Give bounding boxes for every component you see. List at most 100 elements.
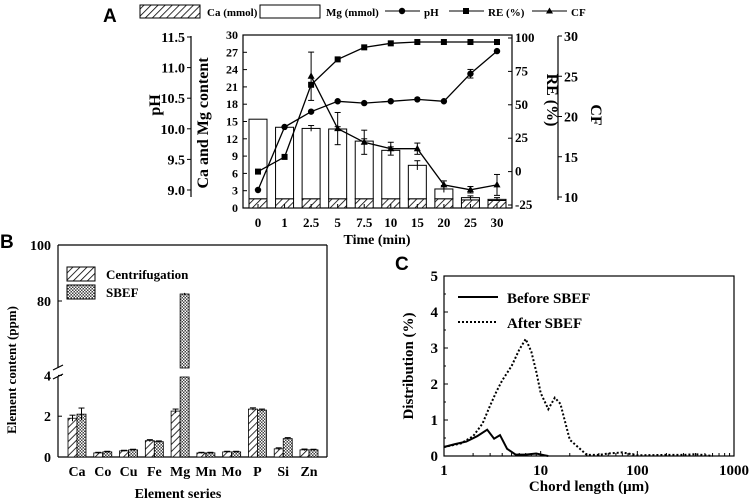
line-ph	[257, 50, 498, 191]
y-tick-label-c: 1	[431, 413, 439, 429]
x-tick-label-b: Co	[94, 465, 111, 480]
bar-mg	[275, 126, 295, 200]
cf-tick-label: 30	[564, 30, 578, 45]
x-tick-label-a: 20	[437, 215, 450, 230]
x-tick-label-b: Mg	[170, 465, 190, 480]
x-tick-label-b: Mn	[195, 465, 216, 480]
content-tick-label: 6	[232, 166, 238, 180]
bar-sbef	[257, 409, 267, 458]
re-tick-label: 75	[515, 63, 529, 78]
point-ph	[307, 108, 315, 115]
x-axis-a: 0 1 2.5 5 7.5 10 15 20 25 30	[255, 204, 504, 230]
x-axis-label-b: Element series	[135, 487, 222, 502]
y-axis-content: 0 3 6 9 12 15 18 21 24 27 30	[226, 28, 247, 215]
panel-a-letter: A	[103, 6, 117, 27]
ph-tick-label: 10.0	[161, 123, 186, 138]
bar-centrifugation	[248, 408, 258, 458]
x-tick-label-b: Mo	[222, 465, 242, 480]
legend-sbef-label: SBEF	[106, 285, 139, 300]
bar-sbef	[179, 376, 190, 458]
legend-cf-marker	[546, 7, 553, 14]
legend-ph-marker	[398, 7, 406, 15]
y-tick-label-c: 3	[431, 341, 439, 357]
x-tick-label-a: 7.5	[356, 215, 373, 230]
x-tick-label-c: 100	[626, 463, 649, 479]
bar-sbef	[282, 438, 293, 458]
content-tick-label: 27	[226, 45, 238, 59]
x-tick-label-a: 1	[281, 215, 288, 230]
line-re	[257, 41, 497, 173]
re-tick-label: -25	[515, 197, 533, 212]
re-axis-label: RE (%)	[543, 74, 560, 127]
legend-before-label: Before SBEF	[507, 291, 590, 307]
line-before-sbef	[443, 428, 549, 457]
point-re	[387, 40, 394, 47]
legend-ca-label: Ca (mmol)	[207, 7, 258, 19]
bar-mg	[407, 164, 427, 200]
bar-centrifugation	[170, 410, 181, 458]
y-axis-cf: 10 15 20 25 30	[557, 30, 578, 206]
y-tick-label-c: 0	[431, 449, 439, 465]
x-tick-label-b: Fe	[147, 465, 162, 480]
x-tick-label-a: 10	[384, 215, 397, 230]
y-tick-label-b: 2	[44, 410, 51, 425]
cf-axis-label: CF	[587, 104, 604, 126]
legend-b: Centrifugation SBEF	[66, 266, 189, 300]
x-tick-label-a: 15	[411, 215, 425, 230]
legend-ca-swatch	[139, 4, 201, 19]
legend-centrifugation-swatch	[66, 266, 96, 282]
bar-centrifugation	[299, 449, 310, 458]
legend-re-marker	[463, 8, 469, 14]
bar-centrifugation	[144, 440, 155, 458]
bars-b	[67, 292, 319, 458]
panel-c-letter: C	[395, 254, 409, 275]
bar-mg	[381, 149, 401, 200]
x-tick-label-b: P	[253, 465, 262, 480]
y-axis-re: -25 0 25 50 75 100	[508, 30, 535, 212]
content-tick-label: 21	[226, 80, 238, 94]
point-ph	[334, 98, 341, 105]
point-re	[255, 168, 261, 175]
bar-centrifugation	[67, 417, 78, 458]
x-tick-label-b: Zn	[300, 465, 317, 480]
bars-a	[248, 118, 507, 209]
content-tick-label: 15	[226, 115, 238, 129]
y-tick-label-c: 2	[431, 377, 439, 393]
bar-centrifugation	[222, 451, 233, 458]
legend-cf-label: CF	[571, 7, 586, 19]
point-ph	[493, 47, 501, 55]
point-re	[361, 44, 368, 51]
content-tick-label: 9	[232, 149, 238, 163]
y-axis-ph: 9.0 9.5 10.0 10.5 11.0 11.5	[161, 31, 192, 199]
axis-break-mark	[52, 373, 64, 380]
ph-tick-label: 11.0	[161, 62, 185, 77]
x-axis-label-a: Time (min)	[343, 233, 410, 248]
content-tick-label: 12	[226, 132, 238, 146]
x-tick-label-c: 10	[533, 463, 548, 479]
legend-c: Before SBEF After SBEF	[458, 291, 590, 332]
y-axis-c: 0 1 2 3 4 5	[431, 269, 448, 465]
legend-a: Ca (mmol) Mg (mmol) pH RE (%) CF	[139, 4, 586, 19]
point-re	[440, 39, 447, 46]
line-after-sbef	[443, 336, 713, 457]
y-tick-label-b: 80	[37, 295, 51, 310]
ph-tick-label: 10.5	[161, 92, 186, 107]
point-ph	[281, 123, 288, 131]
bar-centrifugation	[273, 448, 284, 458]
y-tick-label-b: 0	[44, 451, 51, 466]
re-tick-label: 50	[515, 97, 528, 112]
lines-c	[443, 336, 713, 457]
bar-sbef	[153, 441, 164, 458]
bar-sbef	[128, 449, 138, 458]
cf-tick-label: 20	[564, 111, 578, 126]
point-re	[334, 56, 341, 63]
content-tick-label: 18	[226, 97, 238, 111]
y-axis-label-b: Element content (ppm)	[4, 306, 19, 434]
panel-a: A Ca (mmol) Mg (mmol) pH RE (%) CF 0 3 6 9 1…	[103, 4, 604, 248]
y-axis-b: 0 2 4 80 100	[30, 239, 62, 466]
x-tick-label-b: Ca	[68, 465, 85, 480]
bar-sbef	[102, 451, 113, 458]
legend-centrifugation-label: Centrifugation	[106, 267, 189, 282]
